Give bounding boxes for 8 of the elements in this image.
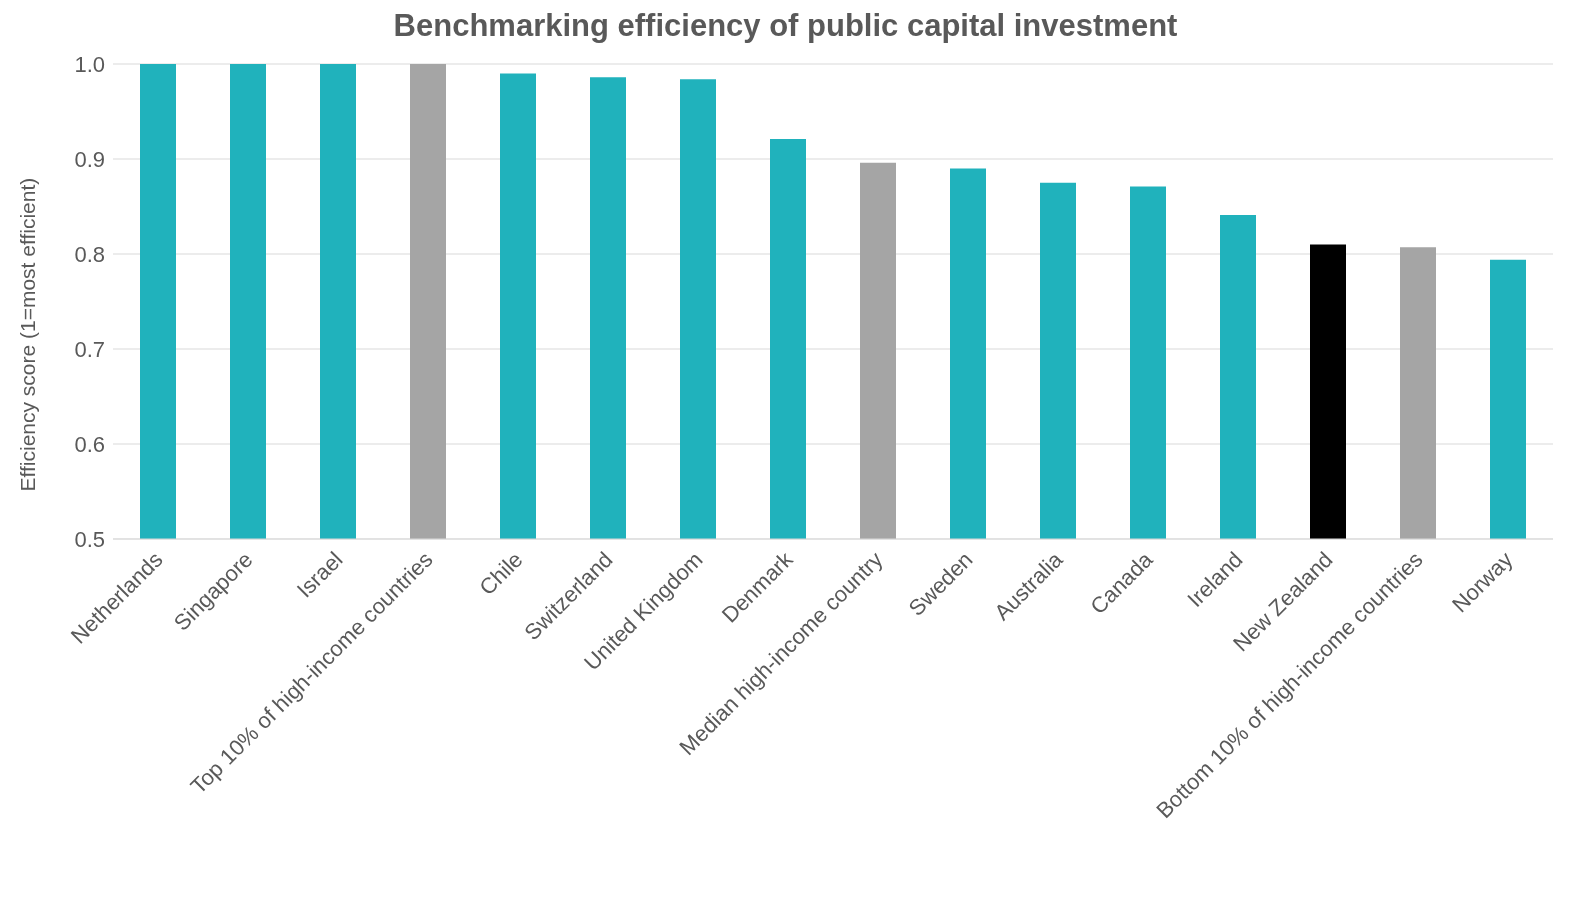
y-tick-label: 0.7: [74, 336, 105, 362]
y-tick-label: 0.8: [74, 241, 105, 267]
y-tick-label: 0.5: [74, 526, 105, 552]
y-tick-label: 0.6: [74, 431, 105, 457]
chart-title: Benchmarking efficiency of public capital investment: [392, 8, 1179, 44]
y-axis-title: Efficiency score (1=most efficient): [16, 177, 40, 492]
y-tick-label: 0.9: [74, 146, 105, 172]
y-tick-label: 1.0: [74, 51, 105, 77]
